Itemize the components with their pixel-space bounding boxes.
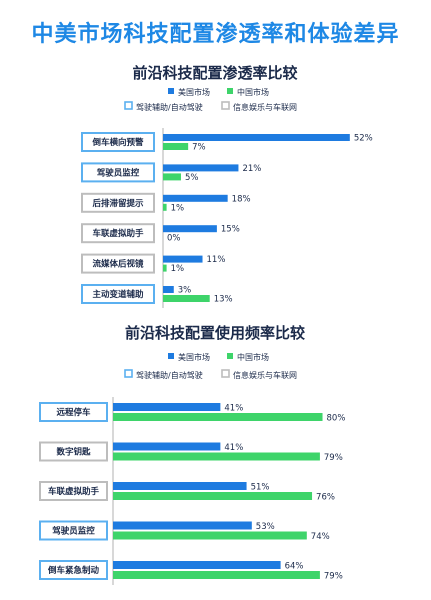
category-label-box (81, 132, 155, 152)
category-label: 驾驶员监控 (52, 526, 95, 537)
cn-bar (113, 413, 323, 421)
cn-value-label: 7% (192, 143, 206, 153)
category-label: 驾驶员监控 (97, 167, 140, 178)
cn-value-label: 76% (316, 493, 335, 503)
us-bar (163, 134, 350, 141)
us-bar (163, 286, 174, 293)
legend-label: 中国市场 (237, 352, 269, 362)
us-value-label: 41% (224, 404, 243, 414)
us-value-label: 15% (221, 225, 240, 235)
us-value-label: 53% (256, 522, 275, 532)
category-label: 倒车紧急制动 (47, 565, 100, 576)
category-label: 倒车横向预警 (91, 137, 144, 148)
cn-value-label: 13% (214, 295, 233, 305)
cn-value-label: 79% (324, 572, 343, 582)
legend-label: 信息娱乐与车联网 (233, 102, 297, 112)
us-bar (163, 164, 239, 172)
cn-value-label: 0% (167, 234, 181, 244)
us-value-label: 51% (251, 483, 270, 493)
category-label: 车联虚拟助手 (92, 228, 144, 239)
us-bar (113, 482, 247, 490)
us-bar (113, 442, 221, 451)
category-label: 车联虚拟助手 (48, 486, 100, 497)
cn-bar (163, 203, 167, 211)
cn-bar (113, 452, 320, 461)
legend-box-adas (124, 369, 133, 378)
us-bar (163, 194, 228, 202)
cn-bar (163, 264, 167, 272)
legend-label: 驾驶辅助/自动驾驶 (136, 370, 203, 380)
us-value-label: 11% (207, 255, 226, 265)
category-label-box (81, 192, 155, 213)
us-bar (163, 255, 203, 263)
us-bar (163, 225, 217, 233)
legend-swatch-cn (227, 353, 233, 359)
category-label-box (81, 284, 155, 304)
us-bar (113, 403, 221, 411)
cn-value-label: 1% (171, 203, 185, 213)
cn-value-label: 5% (185, 173, 199, 183)
category-label-box (39, 560, 108, 580)
legend-label: 美国市场 (178, 87, 210, 97)
legend-box-adas (124, 101, 133, 110)
us-bar (113, 521, 252, 530)
legend-label: 驾驶辅助/自动驾驶 (136, 102, 203, 112)
legend-swatch-cn (227, 88, 233, 94)
legend-label: 中国市场 (237, 87, 269, 97)
legend-swatch-us (168, 353, 174, 359)
chart-title: 前沿科技配置渗透率比较 (132, 64, 297, 82)
legend-label: 美国市场 (178, 352, 210, 362)
cn-bar (113, 571, 320, 579)
legend-label: 信息娱乐与车联网 (233, 370, 297, 380)
category-label-box (39, 520, 108, 541)
category-label: 流媒体后视镜 (92, 259, 144, 270)
cn-bar (163, 173, 181, 181)
page-title: 中美市场科技配置渗透率和体验差异 (31, 22, 400, 47)
us-value-label: 52% (354, 134, 373, 144)
cn-value-label: 74% (311, 532, 330, 542)
category-label: 后排滞留提示 (92, 198, 144, 209)
chart-title: 前沿科技配置使用频率比较 (125, 324, 305, 342)
us-value-label: 21% (242, 164, 261, 174)
cn-bar (113, 492, 313, 500)
us-value-label: 64% (285, 562, 304, 572)
category-label-box (81, 253, 155, 274)
us-value-label: 3% (178, 286, 192, 296)
cn-value-label: 1% (171, 264, 185, 274)
cn-bar (113, 531, 307, 540)
us-bar (113, 561, 281, 569)
legend-box-info (221, 369, 230, 378)
category-label: 主动变道辅助 (92, 289, 144, 300)
category-label-box (81, 223, 155, 244)
cn-bar (163, 295, 210, 302)
category-label-box (39, 441, 108, 462)
category-label: 远程停车 (56, 407, 91, 418)
legend-swatch-us (168, 88, 174, 94)
cn-bar (163, 143, 189, 150)
category-label-box (39, 402, 108, 422)
category-label-box (81, 162, 155, 183)
us-value-label: 41% (224, 443, 243, 453)
category-label-box (39, 481, 108, 501)
category-label: 数字钥匙 (56, 447, 91, 458)
cn-value-label: 79% (324, 453, 343, 463)
legend-box-info (221, 101, 230, 110)
us-value-label: 18% (232, 194, 251, 204)
cn-value-label: 80% (327, 414, 346, 424)
